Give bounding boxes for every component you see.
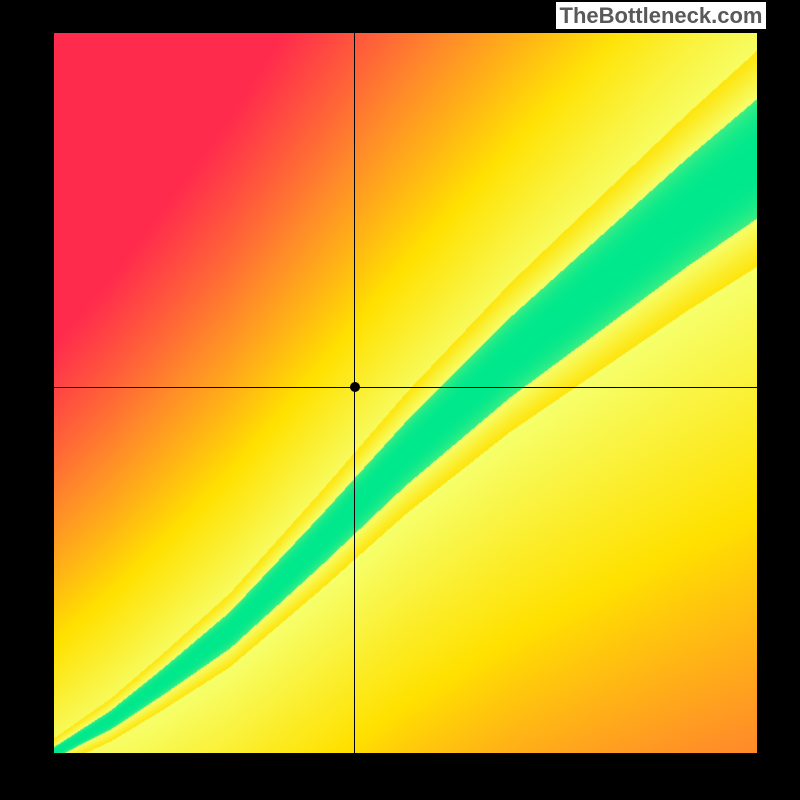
heatmap-canvas — [54, 33, 757, 753]
crosshair-vertical — [354, 33, 355, 753]
crosshair-horizontal — [54, 387, 757, 388]
heatmap-plot — [54, 33, 757, 753]
watermark-label: TheBottleneck.com — [556, 2, 766, 29]
chart-container: TheBottleneck.com — [0, 0, 800, 800]
